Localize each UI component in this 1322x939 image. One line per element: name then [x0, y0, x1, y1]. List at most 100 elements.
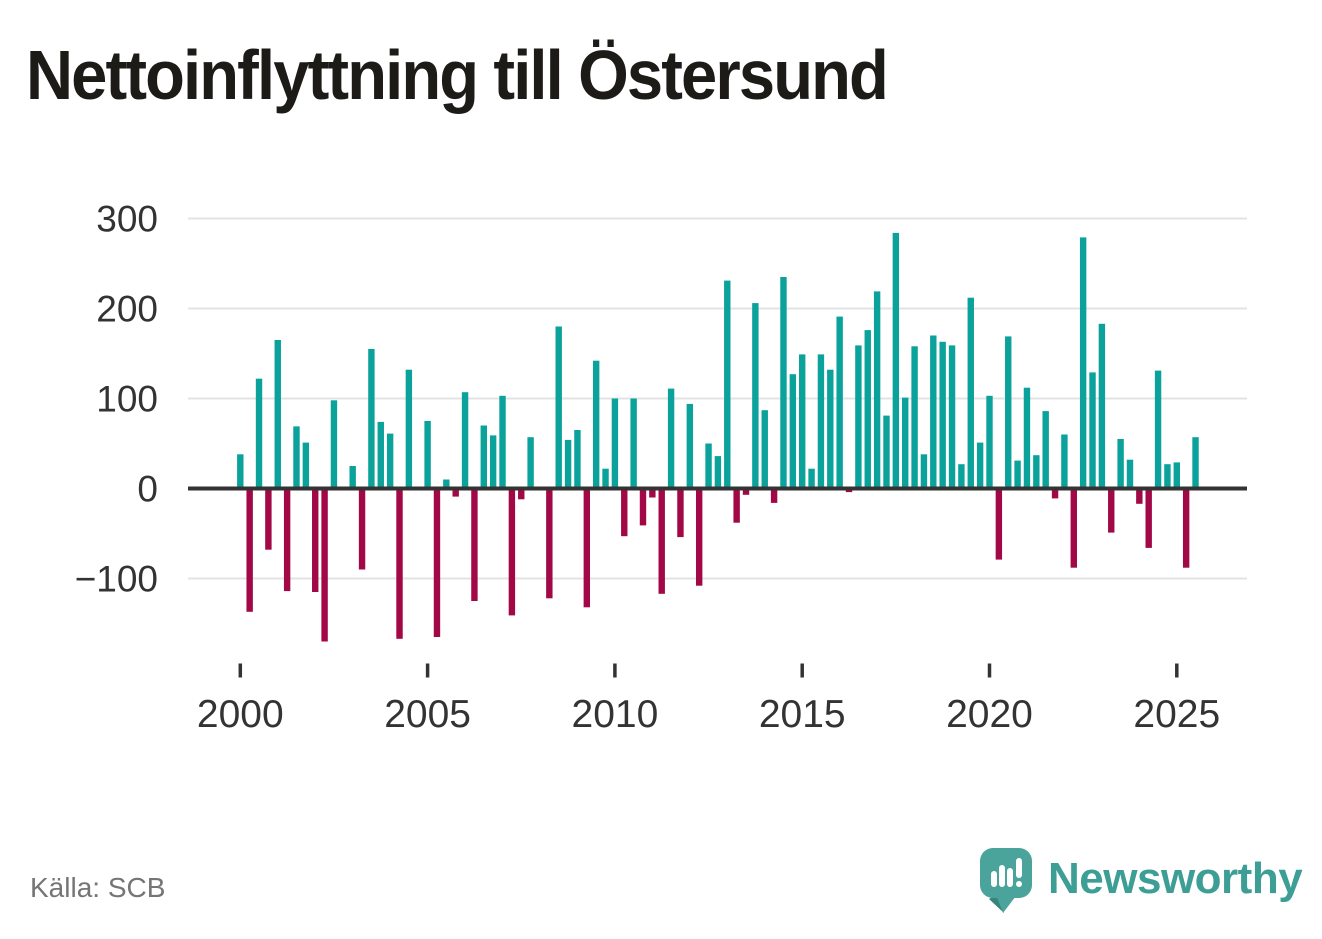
bar-2013Q1 [724, 280, 731, 489]
brand-footer: Newsworthy [977, 846, 1307, 916]
bar-2013Q2 [733, 488, 740, 523]
bar-2016Q3 [855, 345, 862, 489]
bar-2006Q3 [480, 425, 487, 489]
bar-2017Q1 [873, 291, 881, 489]
bar-2018Q3 [930, 335, 937, 489]
bar-2002Q1 [312, 488, 319, 592]
bar-2004Q3 [405, 369, 413, 489]
bar-2001Q1 [274, 340, 281, 489]
bar-2008Q2 [546, 488, 553, 599]
bar-2014Q3 [780, 277, 787, 489]
bar-2011Q4 [677, 488, 684, 538]
bar-2001Q4 [302, 442, 310, 489]
bar-2016Q4 [864, 330, 871, 489]
bar-2013Q3 [742, 488, 750, 495]
y-tick-label-200: 200 [96, 289, 158, 330]
bar-2009Q2 [583, 488, 591, 608]
bar-2019Q4 [976, 442, 984, 489]
bar-2015Q2 [808, 468, 815, 489]
x-tick-label-2005: 2005 [384, 693, 471, 736]
bar-2024Q1 [1136, 488, 1143, 504]
bar-2005Q1 [424, 421, 431, 489]
bar-2023Q1 [1098, 323, 1106, 489]
bar-2013Q4 [752, 303, 759, 489]
bar-2012Q4 [714, 456, 722, 489]
bar-2008Q3 [555, 326, 562, 489]
bar-2015Q4 [827, 369, 834, 489]
x-axis-labels: 2000 2005 2010 2015 2020 2025 [197, 693, 1220, 736]
bar-2021Q1 [1023, 387, 1031, 489]
bar-2025Q3 [1192, 437, 1199, 489]
x-axis-ticks [238, 663, 1179, 678]
bar-2015Q3 [817, 354, 825, 489]
bar-2019Q3 [967, 297, 974, 489]
y-tick-label-0: 0 [137, 469, 158, 510]
bar-2002Q3 [330, 400, 338, 489]
bar-2022Q1 [1061, 434, 1068, 489]
bar-2007Q4 [527, 437, 534, 489]
bar-2012Q1 [686, 403, 694, 489]
y-tick-label-100: 100 [96, 379, 158, 420]
x-tick-label-2000: 2000 [197, 693, 284, 736]
bar-2018Q4 [939, 341, 946, 489]
bar-2023Q4 [1126, 459, 1134, 489]
bar-2006Q1 [461, 392, 469, 489]
speech-bubble-bar-chart-icon [980, 848, 1032, 913]
bar-2019Q2 [958, 464, 965, 489]
bar-2009Q1 [574, 430, 581, 489]
y-gridlines [188, 217, 1247, 580]
bar-2005Q2 [433, 488, 441, 637]
x-tick-label-2015: 2015 [759, 693, 846, 736]
bar-2011Q2 [658, 488, 665, 594]
bar-2007Q3 [518, 488, 525, 500]
bar-2024Q3 [1154, 370, 1162, 489]
bar-2020Q2 [995, 488, 1003, 560]
bar-2020Q1 [986, 395, 993, 489]
bar-2025Q2 [1182, 488, 1190, 568]
y-tick-label-300: 300 [96, 199, 158, 240]
bar-2000Q4 [265, 488, 272, 550]
bar-2003Q1 [349, 466, 356, 489]
bar-2007Q2 [508, 488, 516, 616]
bar-2024Q2 [1145, 488, 1152, 548]
y-axis-labels: 300 200 100 0 −100 [75, 199, 158, 600]
bar-2019Q1 [948, 345, 956, 489]
bar-2021Q2 [1033, 455, 1040, 489]
bar-2023Q3 [1117, 439, 1124, 489]
bar-2006Q4 [489, 435, 497, 489]
y-tick-label--100: −100 [75, 559, 158, 600]
bar-2006Q2 [471, 488, 478, 601]
bar-2024Q4 [1164, 464, 1171, 489]
bar-2007Q1 [499, 395, 506, 489]
bar-2017Q4 [902, 397, 909, 489]
bar-2012Q3 [705, 443, 712, 489]
bar-2004Q2 [396, 488, 403, 639]
bar-2022Q3 [1079, 237, 1087, 489]
bar-2010Q2 [621, 488, 628, 537]
bar-2011Q1 [649, 488, 656, 498]
bar-2025Q1 [1173, 462, 1180, 489]
bar-2001Q3 [293, 426, 300, 489]
bar-2003Q4 [377, 421, 384, 489]
page-title: Nettoinflyttning till Östersund [26, 36, 889, 114]
bar-2020Q3 [1005, 336, 1012, 489]
brand-name: Newsworthy [1048, 854, 1303, 903]
bar-2014Q4 [789, 374, 797, 489]
logo-bar-chart-glyph [991, 858, 1022, 887]
bar-2010Q3 [630, 398, 637, 489]
bar-2000Q2 [246, 488, 253, 612]
bar-2000Q1 [237, 454, 244, 489]
bar-2009Q3 [592, 360, 600, 489]
bar-2009Q4 [602, 468, 609, 489]
bar-2021Q4 [1051, 488, 1059, 499]
bar-2008Q4 [564, 439, 572, 489]
bar-2020Q4 [1014, 460, 1021, 489]
bar-2018Q2 [920, 454, 928, 489]
bar-2004Q1 [386, 433, 394, 489]
bar-2022Q2 [1070, 488, 1077, 568]
bar-2002Q2 [321, 488, 328, 642]
bar-2023Q2 [1108, 488, 1115, 533]
bar-2022Q4 [1089, 372, 1096, 489]
bar-2012Q2 [695, 488, 703, 586]
net-migration-bar-chart: 300 200 100 0 −100 2000 2005 2010 2015 2020 2025 [75, 199, 1247, 736]
